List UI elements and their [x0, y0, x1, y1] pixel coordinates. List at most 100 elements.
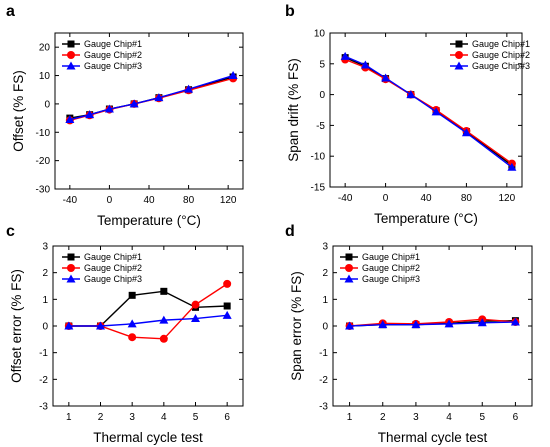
- panel-b: b -40 0 40 80 120 -15 -10 -5 0 5 10 Temperature (°C)…: [285, 3, 530, 226]
- series-line: [68, 290, 228, 327]
- x-tick-label: 2: [98, 412, 104, 423]
- series-line: [68, 283, 228, 340]
- y-tick-label: 1: [322, 295, 328, 306]
- legend-entry: Gauge Chip#3: [362, 274, 420, 284]
- y-axis-label: Span drift (% FS): [286, 58, 301, 162]
- y-tick-label: -30: [36, 185, 51, 196]
- y-tick-label: 0: [319, 90, 325, 101]
- data-point: [85, 110, 95, 119]
- legend-marker: [454, 61, 464, 70]
- legend-marker: [67, 40, 75, 48]
- series-3: [345, 317, 520, 330]
- data-point: [127, 319, 137, 328]
- x-tick-label: 6: [224, 412, 230, 423]
- legend-entry: Gauge Chip#2: [362, 263, 420, 273]
- legend-marker: [345, 253, 353, 261]
- y-tick-label: -15: [311, 183, 326, 194]
- x-tick-label: 4: [161, 412, 167, 423]
- x-tick-label: 0: [383, 193, 389, 204]
- x-tick-label: 1: [66, 412, 72, 423]
- y-tick-label: -5: [316, 121, 325, 132]
- legend-marker: [67, 253, 75, 261]
- x-axis-label: Temperature (°C): [97, 213, 201, 228]
- data-point: [360, 60, 370, 69]
- data-point: [228, 71, 238, 80]
- legend-marker: [67, 264, 75, 272]
- legend-entry: Gauge Chip#1: [84, 39, 142, 49]
- data-point: [340, 51, 350, 60]
- x-tick-label: 80: [183, 195, 195, 206]
- y-tick-label: -1: [39, 348, 48, 359]
- data-point: [444, 319, 454, 328]
- series-2: [64, 279, 232, 343]
- y-axis-label: Span error (% FS): [289, 271, 304, 381]
- x-tick-label: 5: [193, 412, 199, 423]
- x-axis-label: Thermal cycle test: [378, 430, 488, 445]
- legend-marker: [344, 274, 354, 283]
- x-tick-label: 80: [461, 193, 473, 204]
- series-line: [349, 321, 516, 327]
- y-tick-label: 0: [322, 322, 328, 333]
- x-tick-label: -40: [63, 195, 78, 206]
- x-tick-label: 6: [513, 412, 519, 423]
- data-point: [378, 320, 388, 329]
- x-tick-label: 3: [129, 412, 135, 423]
- legend-marker: [455, 40, 463, 48]
- data-point: [223, 279, 232, 288]
- y-tick-label: -10: [311, 152, 326, 163]
- data-point: [477, 318, 487, 327]
- x-tick-label: 40: [420, 193, 432, 204]
- legend-marker: [66, 61, 76, 70]
- y-tick-label: 5: [319, 59, 325, 70]
- data-point: [129, 99, 139, 108]
- x-tick-label: 120: [220, 195, 237, 206]
- data-point: [191, 300, 200, 309]
- y-tick-label: 20: [39, 43, 51, 54]
- series-3: [64, 310, 232, 330]
- y-tick-label: 3: [42, 242, 48, 253]
- series-1: [341, 54, 516, 169]
- y-tick-label: -3: [39, 402, 48, 413]
- data-point: [507, 162, 517, 171]
- data-point: [96, 321, 105, 330]
- series-3: [65, 71, 238, 124]
- y-tick-label: -2: [39, 375, 48, 386]
- data-point: [159, 334, 168, 343]
- data-point: [345, 321, 355, 330]
- legend-marker: [455, 51, 463, 59]
- legend-entry: Gauge Chip#2: [84, 50, 142, 60]
- y-axis-label: Offset error (% FS): [9, 269, 24, 383]
- x-tick-label: 0: [107, 195, 113, 206]
- data-point: [510, 317, 520, 326]
- x-tick-label: 4: [446, 412, 452, 423]
- y-tick-label: 2: [42, 268, 48, 279]
- series-line: [344, 55, 513, 168]
- data-point: [461, 128, 471, 137]
- x-axis-label: Temperature (°C): [374, 211, 478, 226]
- data-point: [381, 73, 391, 82]
- series-line: [349, 318, 516, 327]
- data-point: [160, 287, 168, 295]
- panel-letter: c: [6, 223, 15, 240]
- data-point: [104, 104, 114, 113]
- data-point: [128, 333, 137, 342]
- series-line: [344, 56, 513, 167]
- x-tick-label: 120: [498, 193, 515, 204]
- y-axis-label: Offset (% FS): [11, 70, 26, 152]
- data-point: [159, 315, 169, 324]
- series-3: [340, 51, 517, 171]
- panel-letter: d: [285, 223, 295, 240]
- panel-d: d 1 2 3 4 5 6 -3 -2 -1 0 1 2 3 Thermal cycle test Span …: [285, 223, 533, 445]
- data-point: [65, 115, 75, 124]
- series-line: [69, 74, 234, 121]
- x-tick-label: 3: [413, 412, 419, 423]
- legend-marker: [67, 51, 75, 59]
- legend-entry: Gauge Chip#2: [84, 263, 142, 273]
- legend-marker: [345, 264, 353, 272]
- y-tick-label: -2: [319, 375, 328, 386]
- y-tick-label: -10: [36, 128, 51, 139]
